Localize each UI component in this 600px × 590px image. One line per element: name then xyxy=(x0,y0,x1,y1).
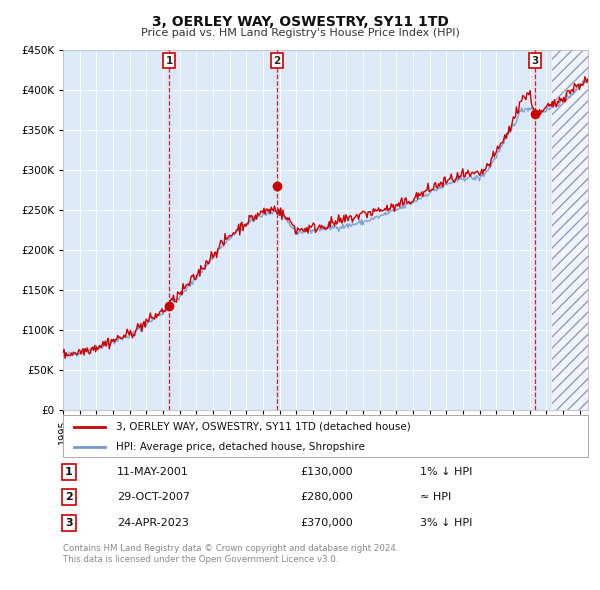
Text: 1% ↓ HPI: 1% ↓ HPI xyxy=(420,467,472,477)
Text: 24-APR-2023: 24-APR-2023 xyxy=(117,518,189,527)
Text: £370,000: £370,000 xyxy=(300,518,353,527)
Text: 2: 2 xyxy=(65,493,73,502)
Text: 11-MAY-2001: 11-MAY-2001 xyxy=(117,467,189,477)
Text: 3: 3 xyxy=(65,518,73,527)
Text: ≈ HPI: ≈ HPI xyxy=(420,493,451,502)
Text: 1: 1 xyxy=(65,467,73,477)
Text: 1: 1 xyxy=(166,55,173,65)
Text: £280,000: £280,000 xyxy=(300,493,353,502)
Text: 3, OERLEY WAY, OSWESTRY, SY11 1TD (detached house): 3, OERLEY WAY, OSWESTRY, SY11 1TD (detac… xyxy=(115,422,410,432)
Text: HPI: Average price, detached house, Shropshire: HPI: Average price, detached house, Shro… xyxy=(115,442,364,451)
Text: 2: 2 xyxy=(273,55,280,65)
Text: 3, OERLEY WAY, OSWESTRY, SY11 1TD: 3, OERLEY WAY, OSWESTRY, SY11 1TD xyxy=(152,15,448,29)
Bar xyxy=(552,50,588,410)
Text: 29-OCT-2007: 29-OCT-2007 xyxy=(117,493,190,502)
Text: Price paid vs. HM Land Registry's House Price Index (HPI): Price paid vs. HM Land Registry's House … xyxy=(140,28,460,38)
Bar xyxy=(552,50,588,410)
Text: 3: 3 xyxy=(532,55,539,65)
Text: This data is licensed under the Open Government Licence v3.0.: This data is licensed under the Open Gov… xyxy=(63,555,338,564)
Text: Contains HM Land Registry data © Crown copyright and database right 2024.: Contains HM Land Registry data © Crown c… xyxy=(63,545,398,553)
Text: 3% ↓ HPI: 3% ↓ HPI xyxy=(420,518,472,527)
Text: £130,000: £130,000 xyxy=(300,467,353,477)
